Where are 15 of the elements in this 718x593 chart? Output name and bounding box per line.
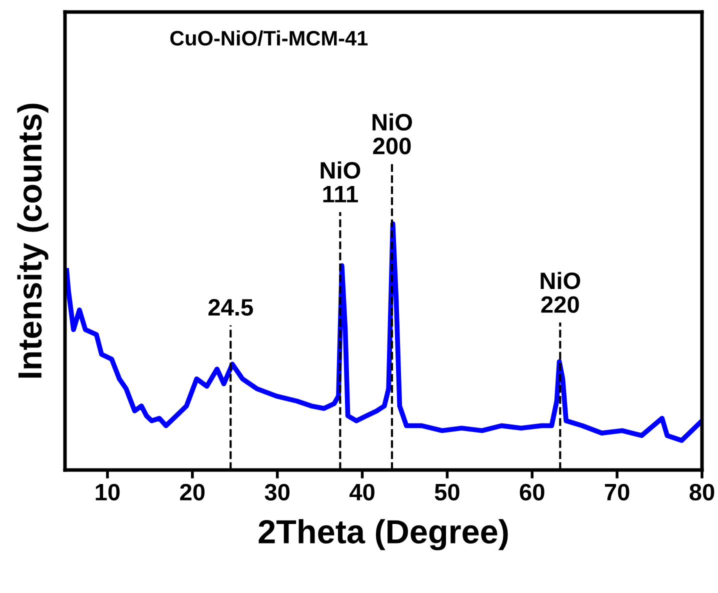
y-axis-title: Intensity (counts) — [17, 104, 48, 378]
x-tick-label: 30 — [264, 484, 290, 501]
x-tick-label: 50 — [434, 484, 460, 501]
chart-title: CuO-NiO/Ti-MCM-41 — [170, 30, 368, 46]
x-tick-label: 60 — [520, 484, 544, 501]
ref-line-label: NiO 111 — [320, 161, 360, 202]
ref-line-label: NiO 200 — [372, 113, 412, 154]
x-tick-label: 70 — [604, 484, 630, 501]
x-tick-label: 20 — [180, 484, 205, 501]
x-tick-label: 10 — [96, 484, 120, 501]
ref-line-label: 24.5 — [208, 299, 253, 316]
x-axis-title: 2Theta (Degree) — [258, 519, 508, 550]
x-tick-label: 40 — [349, 484, 374, 501]
ref-line-label: NiO 220 — [540, 272, 580, 313]
x-tick-label: 80 — [690, 484, 714, 501]
